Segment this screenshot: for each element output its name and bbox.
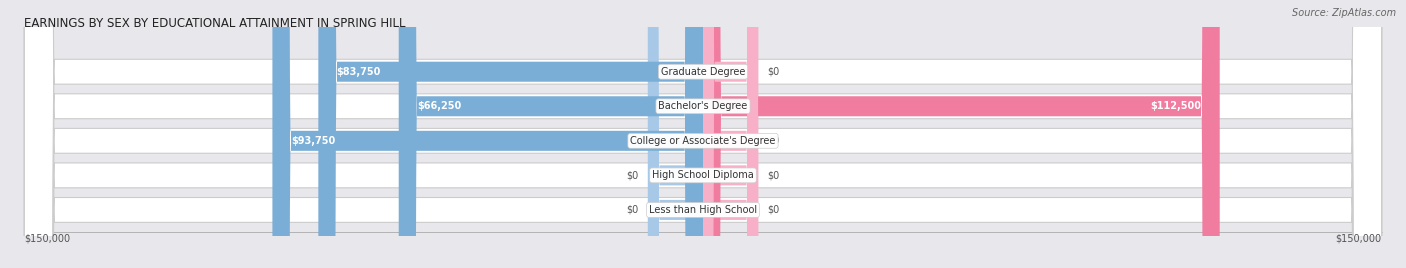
Text: $150,000: $150,000 <box>24 233 70 243</box>
FancyBboxPatch shape <box>703 0 758 268</box>
Text: Less than High School: Less than High School <box>650 205 756 215</box>
FancyBboxPatch shape <box>24 0 1382 268</box>
Text: $0: $0 <box>768 136 779 146</box>
FancyBboxPatch shape <box>703 0 758 268</box>
Text: $112,500: $112,500 <box>1150 101 1201 111</box>
Text: $0: $0 <box>768 205 779 215</box>
Text: Bachelor's Degree: Bachelor's Degree <box>658 101 748 111</box>
FancyBboxPatch shape <box>273 0 703 268</box>
Text: $0: $0 <box>627 170 638 180</box>
FancyBboxPatch shape <box>703 0 758 268</box>
Text: $0: $0 <box>768 170 779 180</box>
Text: EARNINGS BY SEX BY EDUCATIONAL ATTAINMENT IN SPRING HILL: EARNINGS BY SEX BY EDUCATIONAL ATTAINMEN… <box>24 17 406 29</box>
FancyBboxPatch shape <box>24 0 1382 268</box>
FancyBboxPatch shape <box>648 0 703 268</box>
Text: High School Diploma: High School Diploma <box>652 170 754 180</box>
FancyBboxPatch shape <box>24 0 1382 268</box>
FancyBboxPatch shape <box>703 0 1219 268</box>
FancyBboxPatch shape <box>399 0 703 268</box>
FancyBboxPatch shape <box>648 0 703 268</box>
FancyBboxPatch shape <box>24 0 1382 268</box>
Text: $0: $0 <box>768 67 779 77</box>
Text: $150,000: $150,000 <box>1336 233 1382 243</box>
FancyBboxPatch shape <box>318 0 703 268</box>
Text: $83,750: $83,750 <box>336 67 381 77</box>
Text: $93,750: $93,750 <box>291 136 335 146</box>
Text: Source: ZipAtlas.com: Source: ZipAtlas.com <box>1292 8 1396 18</box>
Text: $0: $0 <box>627 205 638 215</box>
Text: $66,250: $66,250 <box>418 101 461 111</box>
Text: Graduate Degree: Graduate Degree <box>661 67 745 77</box>
FancyBboxPatch shape <box>24 0 1382 268</box>
Text: College or Associate's Degree: College or Associate's Degree <box>630 136 776 146</box>
FancyBboxPatch shape <box>703 0 758 268</box>
